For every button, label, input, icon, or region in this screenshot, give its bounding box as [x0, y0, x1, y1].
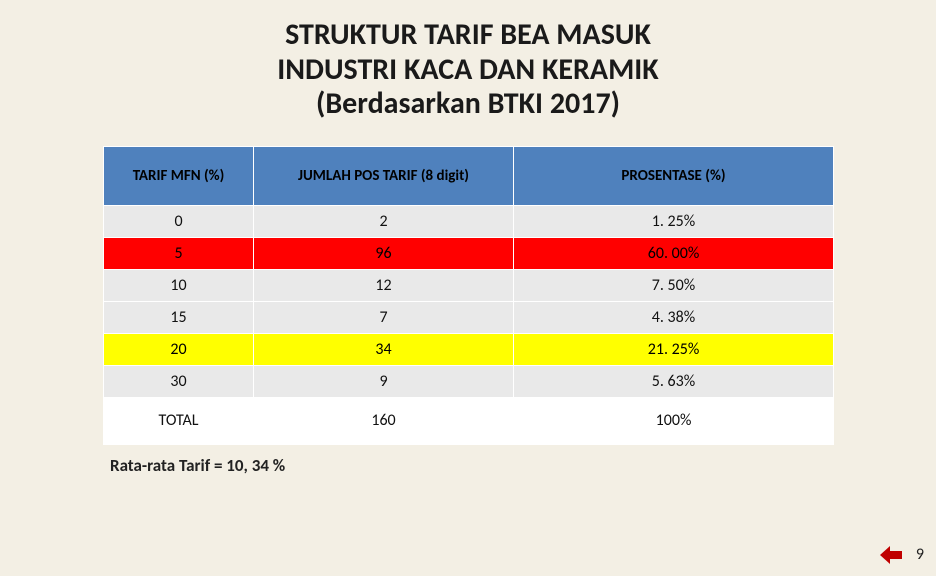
footer-total-pct: 100% — [514, 397, 834, 444]
table-cell: 4. 38% — [514, 301, 834, 333]
table-cell: 30 — [104, 365, 254, 397]
table-cell: 34 — [254, 333, 514, 365]
col-header-jumlah: JUMLAH POS TARIF (8 digit) — [254, 146, 514, 205]
table-footer-row: TOTAL 160 100% — [104, 397, 834, 444]
average-note: Rata-rata Tarif = 10, 34 % — [110, 455, 936, 476]
table-cell: 15 — [104, 301, 254, 333]
table-row: 021. 25% — [104, 205, 834, 237]
table-row: 3095. 63% — [104, 365, 834, 397]
table-row: 10127. 50% — [104, 269, 834, 301]
table-row: 1574. 38% — [104, 301, 834, 333]
table-cell: 60. 00% — [514, 237, 834, 269]
table-cell: 5. 63% — [514, 365, 834, 397]
table-cell: 12 — [254, 269, 514, 301]
title-line-3: (Berdasarkan BTKI 2017) — [316, 85, 620, 122]
table-body: 021. 25%59660. 00%10127. 50%1574. 38%203… — [104, 205, 834, 397]
slide-title: STRUKTUR TARIF BEA MASUK INDUSTRI KACA D… — [0, 0, 936, 132]
table-cell: 1. 25% — [514, 205, 834, 237]
title-line-1: STRUKTUR TARIF BEA MASUK — [285, 16, 651, 53]
left-arrow-icon — [880, 546, 902, 564]
table-cell: 21. 25% — [514, 333, 834, 365]
table-cell: 9 — [254, 365, 514, 397]
table-cell: 20 — [104, 333, 254, 365]
table-cell: 7 — [254, 301, 514, 333]
footer-total-count: 160 — [254, 397, 514, 444]
title-line-2: INDUSTRI KACA DAN KERAMIK — [277, 51, 658, 88]
page-number: 9 — [916, 545, 924, 564]
table-cell: 7. 50% — [514, 269, 834, 301]
table-header-row: TARIF MFN (%) JUMLAH POS TARIF (8 digit)… — [104, 146, 834, 205]
table-row: 59660. 00% — [104, 237, 834, 269]
table-cell: 2 — [254, 205, 514, 237]
footer-total-label: TOTAL — [104, 397, 254, 444]
tariff-table-container: TARIF MFN (%) JUMLAH POS TARIF (8 digit)… — [103, 146, 833, 445]
table-cell: 5 — [104, 237, 254, 269]
table-cell: 0 — [104, 205, 254, 237]
col-header-mfn: TARIF MFN (%) — [104, 146, 254, 205]
table-cell: 10 — [104, 269, 254, 301]
tariff-table: TARIF MFN (%) JUMLAH POS TARIF (8 digit)… — [103, 146, 834, 445]
col-header-prosentase: PROSENTASE (%) — [514, 146, 834, 205]
table-cell: 96 — [254, 237, 514, 269]
table-row: 203421. 25% — [104, 333, 834, 365]
